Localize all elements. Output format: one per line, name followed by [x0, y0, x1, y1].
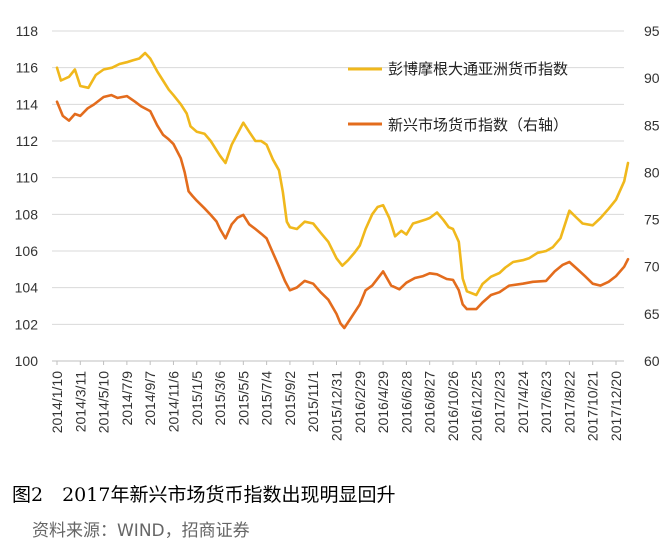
y-left-tick-label: 106 [15, 243, 39, 259]
x-tick-label: 2015/1/5 [189, 371, 205, 426]
y-right-tick-label: 70 [644, 259, 660, 275]
x-tick-label: 2015/3/6 [212, 371, 228, 426]
x-tick-label: 2015/9/2 [282, 371, 298, 426]
x-tick-label: 2014/11/6 [165, 371, 181, 432]
axis-layer: 100 102 104 106 108 110 112 114 116 118 60 65 70 75 80… [15, 23, 660, 441]
x-tick-label: 2016/10/26 [445, 371, 461, 441]
y-left-tick-label: 110 [16, 170, 39, 186]
x-tick-label: 2017/6/23 [538, 371, 554, 433]
x-tick-label: 2017/4/24 [515, 371, 531, 433]
x-tick-label: 2015/12/31 [329, 371, 345, 441]
x-tick-label: 2017/2/23 [492, 371, 508, 433]
legend: 彭博摩根大通亚洲货币指数 新兴市场货币指数（右轴） [348, 60, 568, 134]
legend-label-bloomberg-asia: 彭博摩根大通亚洲货币指数 [388, 60, 568, 78]
x-tick-label: 2014/7/9 [119, 371, 135, 426]
y-right-tick-label: 60 [644, 353, 660, 369]
x-tick-label: 2014/9/7 [142, 371, 158, 426]
x-tick-label: 2016/12/25 [468, 371, 484, 441]
y-right-tick-label: 95 [644, 23, 660, 39]
source-note: 资料来源：WIND，招商证券 [32, 521, 250, 541]
y-right-tick-label: 85 [644, 117, 660, 133]
y-right-tick-label: 65 [644, 306, 660, 322]
x-tick-label: 2016/8/27 [422, 371, 438, 433]
x-tick-label: 2017/10/21 [585, 371, 601, 441]
y-left-tick-label: 114 [16, 96, 39, 112]
chart: 100 102 104 106 108 110 112 114 116 118 60 65 70 75 80… [15, 23, 660, 441]
x-tick-label: 2015/7/4 [259, 371, 275, 426]
y-right-tick-label: 80 [644, 164, 660, 180]
x-tick-label: 2014/3/11 [72, 371, 88, 432]
y-left-tick-label: 104 [15, 280, 39, 296]
figure-caption: 图2 2017年新兴市场货币指数出现明显回升 [12, 484, 396, 506]
series-line-em-currency [55, 93, 630, 330]
y-left-tick-label: 108 [15, 206, 39, 222]
x-tick-label: 2017/8/22 [561, 371, 577, 433]
series-line-bloomberg-asia [55, 51, 630, 297]
y-right-tick-label: 90 [644, 70, 660, 86]
y-left-tick-label: 118 [16, 23, 39, 39]
x-tick-label: 2016/6/28 [398, 371, 414, 433]
gridlines [52, 30, 624, 325]
y-left-tick-label: 112 [16, 133, 39, 149]
x-tick-label: 2015/5/5 [235, 371, 251, 426]
x-tick-label: 2016/4/29 [375, 371, 391, 433]
y-left-tick-label: 102 [15, 316, 39, 332]
series-layer [55, 51, 630, 330]
x-tick-label: 2014/1/10 [49, 371, 65, 433]
x-tick-label: 2017/12/20 [608, 371, 624, 441]
legend-label-em-currency: 新兴市场货币指数（右轴） [388, 116, 568, 134]
y-left-tick-label: 116 [16, 60, 39, 76]
x-tick-label: 2015/11/1 [305, 371, 321, 432]
x-tick-label: 2016/2/29 [352, 371, 368, 433]
x-tick-label: 2014/5/10 [96, 371, 112, 433]
y-left-tick-label: 100 [15, 353, 39, 369]
y-right-tick-label: 75 [644, 212, 660, 228]
